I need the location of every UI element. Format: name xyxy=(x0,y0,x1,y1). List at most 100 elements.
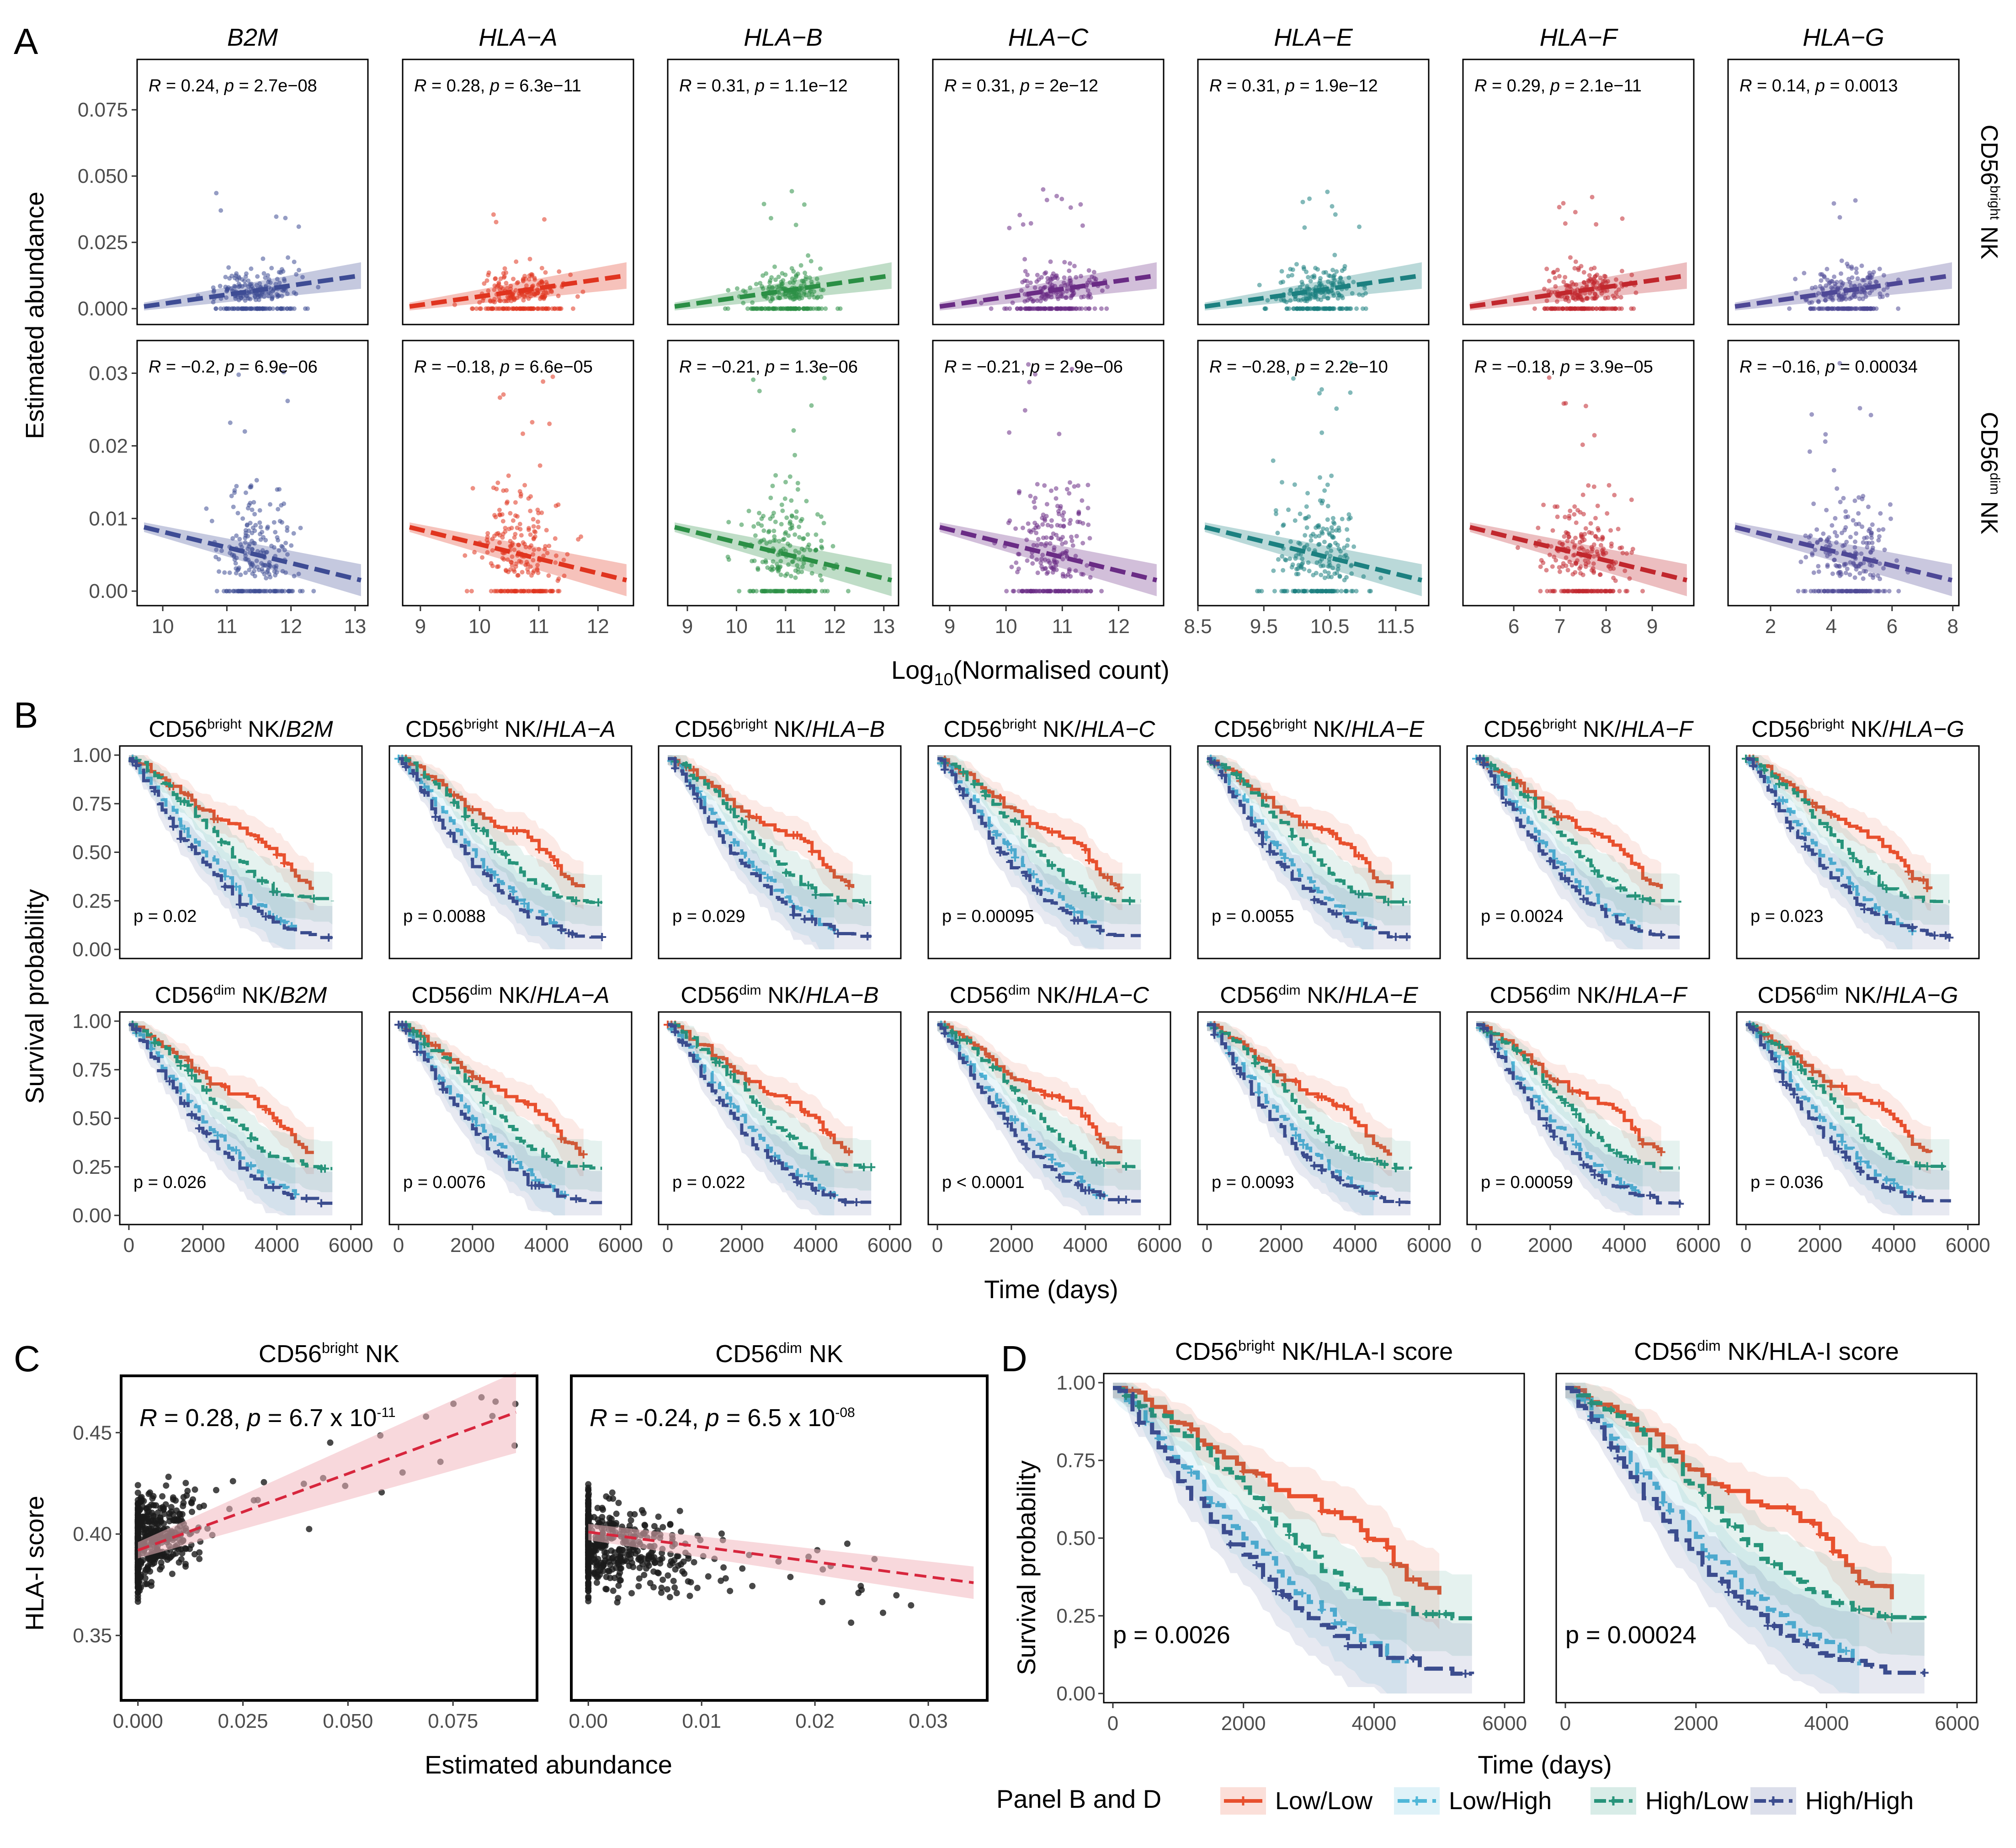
scatter-point xyxy=(1344,575,1349,580)
scatter-point xyxy=(1803,589,1808,594)
x-tick-label: 9.5 xyxy=(1250,615,1278,638)
scatter-point xyxy=(497,395,502,400)
scatter-point xyxy=(493,276,498,281)
y-tick-label: 0.00 xyxy=(72,938,112,961)
gene-title-6: HLA−G xyxy=(1803,24,1884,51)
scatter-point xyxy=(1868,531,1873,536)
x-tick-label: 0.000 xyxy=(113,1710,163,1732)
scatter-point xyxy=(1060,513,1065,518)
scatter-point xyxy=(505,294,510,299)
x-tick-label: 6 xyxy=(1508,615,1519,638)
scatter-point xyxy=(770,484,775,489)
x-tick-label: 6000 xyxy=(1407,1234,1452,1257)
scatter-point xyxy=(1004,589,1009,594)
scatter-point xyxy=(463,553,468,558)
x-tick-label: 10 xyxy=(468,615,491,638)
scatter-point xyxy=(1055,504,1060,509)
scatter-point xyxy=(1041,187,1046,192)
x-tick-label: 10 xyxy=(152,615,174,638)
scatter-point xyxy=(1007,518,1012,523)
scatter-point xyxy=(1288,266,1293,272)
scatter-point xyxy=(739,1565,746,1572)
scatter-point xyxy=(753,533,758,538)
scatter-point xyxy=(776,306,781,311)
scatter-point xyxy=(1034,531,1039,536)
scatter-point xyxy=(1320,589,1325,594)
scatter-point xyxy=(1059,197,1064,202)
scatter-point xyxy=(273,530,278,535)
scatter-point xyxy=(1026,521,1031,526)
scatter-point xyxy=(532,536,537,541)
scatter-point xyxy=(1337,528,1342,533)
scatter-point xyxy=(240,589,245,594)
scatter-point xyxy=(1027,528,1032,533)
scatter-point xyxy=(1273,508,1278,513)
scatter-point xyxy=(1579,533,1584,538)
scatter-point xyxy=(1811,501,1816,506)
scatter-point xyxy=(908,1602,915,1609)
scatter-point xyxy=(285,552,290,557)
scatter-point xyxy=(1330,267,1335,272)
scatter-point xyxy=(1035,272,1040,277)
scatter-point xyxy=(1325,189,1330,194)
stat-label: R = −0.2, p = 6.9e−06 xyxy=(149,357,318,377)
p-value: p = 0.02 xyxy=(133,907,197,926)
scatter-point xyxy=(515,589,520,594)
scatter-point xyxy=(1343,589,1348,594)
scatter-point xyxy=(1009,565,1014,570)
scatter-point xyxy=(537,463,543,468)
scatter-point xyxy=(296,224,301,229)
scatter-point xyxy=(224,306,229,311)
scatter-point xyxy=(1087,306,1092,311)
scatter-point xyxy=(479,306,484,311)
scatter-point xyxy=(785,571,790,576)
scatter-point xyxy=(1612,295,1617,300)
scatter-point xyxy=(773,519,778,524)
scatter-point xyxy=(265,570,270,575)
scatter-point xyxy=(504,281,509,286)
scatter-point xyxy=(480,555,485,560)
scatter-point xyxy=(253,522,258,527)
scatter-point xyxy=(492,299,497,304)
scatter-point xyxy=(1034,523,1039,528)
scatter-point xyxy=(274,564,279,569)
scatter-point xyxy=(221,589,226,594)
scatter-point xyxy=(803,271,808,276)
scatter-point xyxy=(795,487,800,492)
scatter-point xyxy=(524,283,529,288)
scatter-point xyxy=(1547,278,1552,283)
scatter-point xyxy=(1282,589,1287,594)
scatter-point xyxy=(1314,570,1319,575)
scatter-point xyxy=(170,1496,176,1503)
scatter-point xyxy=(1067,589,1072,594)
scatter-point xyxy=(255,565,260,570)
scatter-point xyxy=(1032,505,1037,510)
scatter-point xyxy=(521,277,526,282)
p-value: p = 0.0088 xyxy=(403,907,486,926)
scatter-point xyxy=(285,525,290,530)
scatter-point xyxy=(1042,483,1047,488)
scatter-point xyxy=(246,278,251,283)
scatter-point xyxy=(250,571,255,576)
scatter-point xyxy=(1819,278,1824,283)
scatter-point xyxy=(500,519,505,524)
scatter-point xyxy=(245,306,250,311)
scatter-point xyxy=(783,272,788,277)
scatter-point xyxy=(1586,483,1591,488)
p-value: p = 0.00095 xyxy=(942,907,1034,926)
scatter-point xyxy=(282,548,287,553)
scatter-point xyxy=(1022,257,1027,262)
scatter-point xyxy=(227,570,232,575)
stat-label: R = −0.21, p = 2.9e−06 xyxy=(944,357,1123,377)
scatter-point xyxy=(527,277,532,282)
p-value: p = 0.029 xyxy=(672,907,745,926)
scatter-point xyxy=(1278,280,1283,285)
scatter-point xyxy=(229,286,234,291)
scatter-point xyxy=(246,544,251,549)
scatter-point xyxy=(547,421,552,426)
scatter-point xyxy=(1605,511,1610,516)
scatter-point xyxy=(252,541,257,546)
scatter-point xyxy=(609,1489,616,1496)
scatter-point xyxy=(1838,500,1843,505)
scatter-point xyxy=(1807,449,1812,454)
